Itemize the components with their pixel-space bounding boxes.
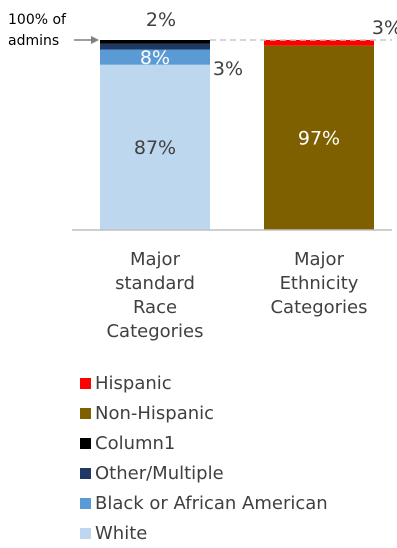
legend-item-column1: Column1	[80, 428, 328, 458]
legend-label-other-multiple: Other/Multiple	[95, 462, 224, 484]
category-label-1-line-0: Major	[294, 249, 345, 270]
category-label-0-line-0: Major	[130, 249, 181, 270]
annotation-arrow-head	[91, 36, 99, 44]
data-label-non-hispanic-1: 97%	[298, 128, 340, 150]
annotation-line2: admins	[8, 33, 59, 49]
category-label-0-line-3: Categories	[106, 321, 203, 342]
legend-swatch-black-or-african-american	[80, 497, 91, 509]
legend-swatch-other-multiple	[80, 467, 91, 479]
data-label-hispanic-1: 3%	[372, 17, 397, 39]
legend-item-non-hispanic: Non-Hispanic	[80, 398, 328, 428]
legend-swatch-non-hispanic	[80, 407, 91, 419]
bar-segment-black-or-african-american-0	[100, 49, 210, 65]
data-label-white-0: 87%	[134, 137, 176, 159]
legend-swatch-white	[80, 527, 91, 539]
legend-label-non-hispanic: Non-Hispanic	[95, 402, 215, 424]
bar-segment-non-hispanic-1	[264, 45, 374, 231]
legend-swatch-hispanic	[80, 377, 91, 389]
bar-segment-hispanic-1	[264, 40, 374, 46]
category-label-0-line-2: Race	[133, 297, 177, 318]
legend-item-hispanic: Hispanic	[80, 368, 328, 398]
legend-label-hispanic: Hispanic	[95, 372, 172, 394]
legend-item-other-multiple: Other/Multiple	[80, 458, 328, 488]
data-label-column1-0: 2%	[146, 9, 176, 31]
legend-label-black-or-african-american: Black or African American	[95, 492, 328, 514]
bar-segment-other-multiple-0	[100, 43, 210, 50]
data-label-other-multiple-0: 3%	[213, 58, 243, 80]
bar-segment-white-0	[100, 64, 210, 230]
category-label-0-line-1: standard	[115, 273, 195, 294]
legend-label-white: White	[95, 522, 148, 544]
legend-label-column1: Column1	[95, 432, 176, 454]
legend: Hispanic Non-Hispanic Column1 Other/Multipl…	[80, 368, 328, 548]
data-label-black-or-african-american-0: 8%	[140, 47, 170, 69]
legend-item-white: White	[80, 518, 328, 548]
category-label-1-line-1: Ethnicity	[280, 273, 359, 294]
bar-segment-column1-0	[100, 40, 210, 44]
legend-item-black-or-african-american: Black or African American	[80, 488, 328, 518]
legend-swatch-column1	[80, 437, 91, 449]
annotation-line1: 100% of	[8, 12, 67, 28]
category-label-1-line-2: Categories	[270, 297, 367, 318]
stacked-bar-chart: 100% of admins 87% 8% 3% 2% 97% 3% Major standard…	[8, 9, 397, 342]
